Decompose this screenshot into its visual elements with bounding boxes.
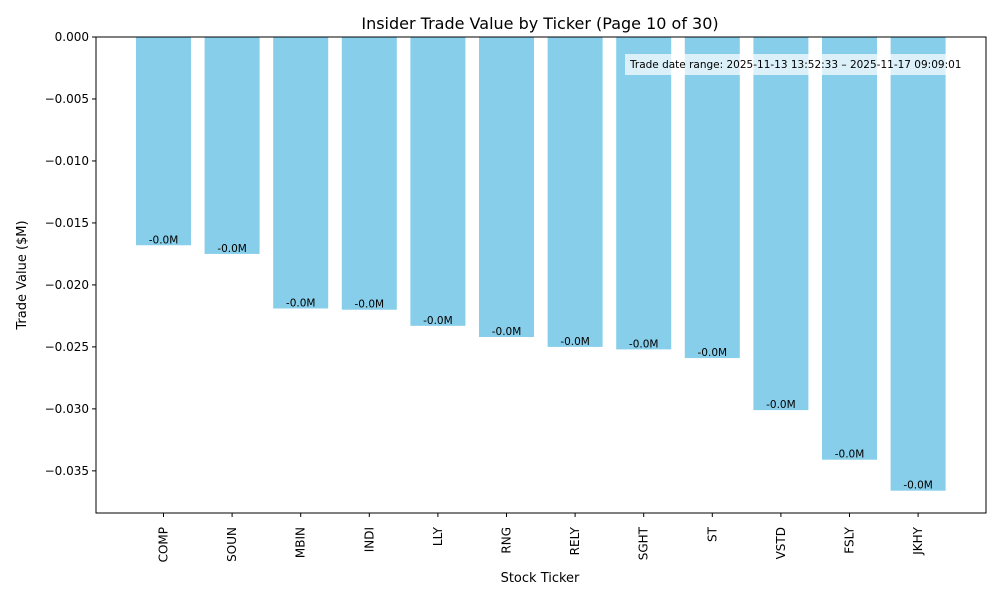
data-label-vstd: -0.0M xyxy=(766,399,796,411)
data-label-lly: -0.0M xyxy=(423,315,453,327)
y-tick-label: −0.030 xyxy=(45,402,89,416)
bar-lly xyxy=(410,37,466,326)
bar-rely xyxy=(547,37,603,347)
x-tick-label-st: ST xyxy=(705,526,719,542)
bar-st xyxy=(684,37,740,359)
x-tick-label-vstd: VSTD xyxy=(774,527,788,559)
x-tick-label-mbin: MBIN xyxy=(294,527,308,558)
bar-jkhy xyxy=(890,37,946,491)
y-tick-label: −0.010 xyxy=(45,154,89,168)
data-label-indi: -0.0M xyxy=(355,299,385,311)
bar-indi xyxy=(341,37,397,310)
y-tick-label: −0.020 xyxy=(45,278,89,292)
x-tick-label-sght: SGHT xyxy=(637,526,651,560)
x-tick-label-comp: COMP xyxy=(157,527,171,562)
x-axis: COMP SOUN MBIN INDI LLY RNG RELY SGHT ST VSTD FSLY… xyxy=(157,513,925,562)
bar-sght xyxy=(616,37,672,350)
bar-fsly xyxy=(822,37,877,460)
data-label-st: -0.0M xyxy=(698,347,728,359)
data-labels-group: -0.0M -0.0M -0.0M -0.0M -0.0M -0.0M -0.0M -0.0M… xyxy=(149,234,933,491)
y-tick-label: −0.005 xyxy=(45,92,89,106)
data-label-rely: -0.0M xyxy=(560,336,590,348)
x-tick-label-jkhy: JKHY xyxy=(911,526,925,555)
y-tick-label: −0.025 xyxy=(45,340,89,354)
annotation-text: Trade date range: 2025-11-13 13:52:33 – … xyxy=(629,59,961,71)
y-tick-label: −0.035 xyxy=(45,464,89,478)
bar-comp xyxy=(136,37,191,246)
data-label-fsly: -0.0M xyxy=(835,449,865,461)
data-label-sght: -0.0M xyxy=(629,338,659,350)
bar-vstd xyxy=(753,37,809,411)
data-label-jkhy: -0.0M xyxy=(903,480,933,492)
y-axis-label: Trade Value ($M) xyxy=(15,220,30,330)
data-label-mbin: -0.0M xyxy=(286,297,316,309)
annotation-background xyxy=(625,54,985,75)
y-axis: 0.000 −0.005 −0.010 −0.015 −0.020 −0.025 −0.03… xyxy=(45,30,96,478)
data-label-comp: -0.0M xyxy=(149,234,179,246)
y-tick-label: −0.015 xyxy=(45,216,89,230)
plot-frame xyxy=(95,36,987,514)
y-tick-label: 0.000 xyxy=(55,30,89,44)
chart-title: Insider Trade Value by Ticker (Page 10 o… xyxy=(361,14,718,33)
x-axis-label: Stock Ticker xyxy=(501,571,580,586)
data-label-soun: -0.0M xyxy=(217,243,247,255)
x-tick-label-fsly: FSLY xyxy=(843,526,857,553)
bar-mbin xyxy=(273,37,329,309)
bar-rng xyxy=(479,37,534,337)
x-tick-label-soun: SOUN xyxy=(225,527,239,562)
x-tick-label-rng: RNG xyxy=(500,527,514,554)
x-tick-label-indi: INDI xyxy=(362,527,376,552)
bars-group xyxy=(136,37,946,491)
x-tick-label-lly: LLY xyxy=(431,526,445,546)
x-tick-label-rely: RELY xyxy=(568,526,582,555)
data-label-rng: -0.0M xyxy=(492,326,522,338)
bar-soun xyxy=(204,37,260,254)
annotation-box: Trade date range: 2025-11-13 13:52:33 – … xyxy=(625,54,985,75)
